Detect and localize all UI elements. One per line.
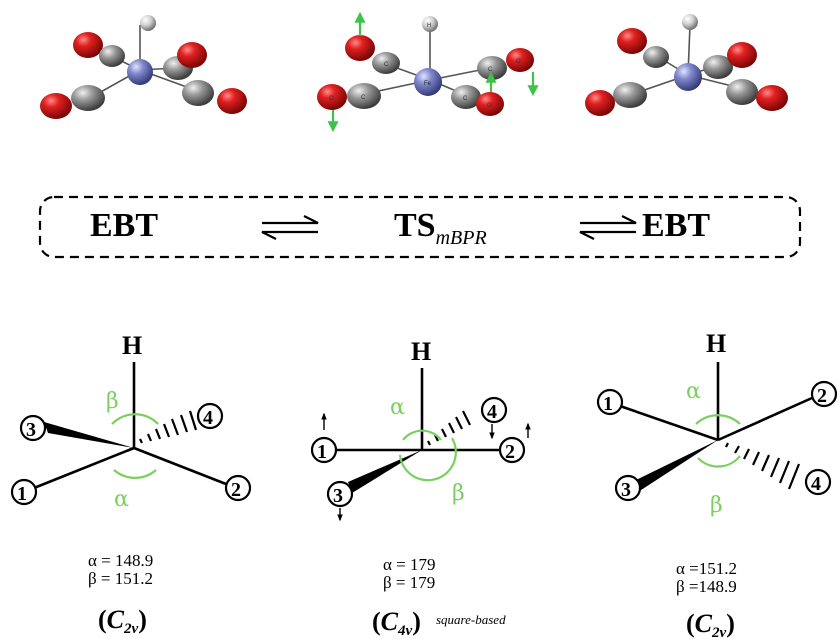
oxygen-atom — [727, 42, 757, 68]
beta-value: β = 179 — [383, 573, 435, 592]
oxygen-atom — [585, 90, 615, 116]
ligand-label-3: 3 — [621, 479, 631, 501]
ligand-label-2: 2 — [505, 441, 515, 463]
oxygen-atom — [40, 93, 72, 119]
beta-value: β = 151.2 — [88, 569, 153, 588]
atom-label-o: O — [487, 103, 492, 109]
carbon-atom — [99, 45, 125, 67]
beta-label: β — [452, 481, 465, 506]
ligand-label-3: 3 — [333, 485, 343, 507]
hydrogen-atom — [682, 14, 698, 30]
carbon-atom — [71, 85, 105, 111]
hydrogen-label: H — [122, 331, 142, 360]
atom-label-c: C — [488, 67, 493, 73]
atom-label-c: C — [361, 95, 366, 101]
structure-right: H α β 1 2 3 4 α =151.2 β =148.9 (C2v) — [596, 329, 837, 639]
oxygen-atom — [217, 88, 247, 114]
wedge-bond — [632, 440, 718, 492]
beta-value: β =148.9 — [676, 577, 737, 596]
symmetry-sub: 4v — [397, 623, 413, 639]
atom-label-fe: Fe — [424, 81, 432, 87]
oxygen-atom — [317, 84, 347, 110]
ligand-label-1: 1 — [17, 483, 27, 505]
ligand-label-4: 4 — [203, 407, 213, 429]
hydrogen-atom — [422, 16, 438, 32]
ligand-label-4: 4 — [811, 473, 821, 495]
carbon-atom — [182, 80, 214, 106]
oxygen-atom — [617, 28, 647, 54]
wedge-bond — [348, 450, 422, 493]
hydrogen-label: H — [411, 337, 431, 366]
reaction-middle-label: TSmBPR — [394, 207, 487, 249]
iron-atom — [674, 63, 702, 91]
ligand-label-1: 1 — [603, 393, 613, 415]
molecule-3d-middle: H O C C O Fe C O C O — [317, 11, 539, 133]
alpha-value: α = 179 — [383, 555, 436, 574]
symmetry-main: C — [107, 605, 125, 634]
atom-label-o: O — [367, 50, 372, 56]
reaction-left-label: EBT — [90, 207, 158, 244]
reaction-right-label: EBT — [642, 207, 710, 244]
oxygen-atom — [476, 92, 504, 116]
oxygen-atom — [506, 48, 534, 72]
hashed-bond — [725, 442, 801, 490]
geometry-note: square-based — [436, 612, 506, 627]
carbon-atom — [451, 85, 481, 109]
equilibrium-arrow-left — [261, 215, 319, 240]
atom-label-c: C — [463, 96, 468, 102]
beta-label: β — [710, 493, 723, 518]
ligand-label-3: 3 — [26, 419, 36, 441]
molecule-3d-right — [585, 14, 788, 116]
structure-middle: H α β 1 2 3 4 α = 179 β = 179 (C4v) sq — [310, 337, 531, 639]
carbon-atom — [347, 83, 381, 109]
oxygen-atom — [177, 42, 207, 68]
atom-label-o: O — [329, 96, 334, 102]
alpha-label: α — [686, 379, 701, 404]
iron-atom — [127, 59, 153, 85]
hashed-bond — [427, 410, 471, 446]
molecule-3d-left — [40, 15, 247, 119]
symmetry-label: (C2v) — [98, 605, 147, 637]
symmetry-label: (C2v) — [686, 609, 735, 639]
carbon-atom — [703, 55, 733, 79]
oxygen-atom — [756, 85, 788, 111]
alpha-value: α =151.2 — [676, 559, 737, 578]
alpha-label: α — [390, 395, 405, 420]
atom-label-c: C — [384, 62, 389, 68]
atom-label-h: H — [427, 23, 431, 29]
reaction-middle-main: TS — [394, 207, 436, 244]
structure-left: H β α 3 4 1 2 α = 148.9 β = 151.2 (C2v) — [10, 331, 252, 637]
carbon-atom — [643, 46, 669, 68]
ligand-label-2: 2 — [231, 479, 241, 501]
ligand-label-1: 1 — [317, 441, 327, 463]
ligand-label-4: 4 — [487, 401, 497, 423]
atom-label-o: O — [516, 59, 521, 65]
symmetry-label: (C4v) — [372, 607, 421, 639]
carbon-atom — [726, 79, 758, 105]
oxygen-atom — [73, 32, 103, 58]
wedge-bond — [44, 422, 134, 448]
carbon-atom — [613, 82, 647, 108]
reaction-box — [38, 195, 802, 259]
alpha-value: α = 148.9 — [88, 551, 153, 570]
reaction-middle-sub: mBPR — [436, 227, 487, 249]
hydrogen-atom — [140, 15, 156, 31]
equilibrium-arrow-right — [579, 215, 637, 240]
carbon-atom — [477, 56, 507, 80]
hydrogen-label: H — [706, 329, 726, 358]
symmetry-sub: 2v — [123, 621, 139, 637]
alpha-label: α — [114, 487, 129, 512]
hashed-bond — [139, 410, 198, 444]
symmetry-main: C — [381, 607, 399, 636]
carbon-atom — [372, 52, 400, 74]
symmetry-main: C — [695, 609, 713, 638]
oxygen-atom — [345, 35, 375, 61]
beta-label: β — [106, 389, 119, 414]
ligand-label-2: 2 — [817, 385, 827, 407]
iron-atom — [414, 68, 442, 96]
symmetry-sub: 2v — [711, 625, 727, 639]
